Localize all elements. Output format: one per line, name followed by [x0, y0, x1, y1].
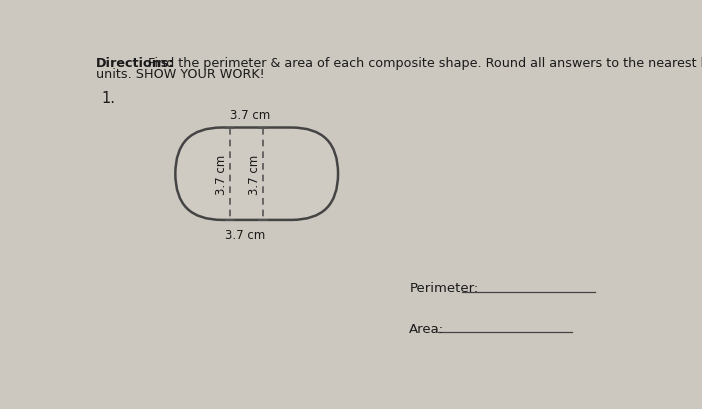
Text: 3.7 cm: 3.7 cm [225, 228, 265, 241]
Text: 3.7 cm: 3.7 cm [248, 154, 261, 194]
Text: units. SHOW YOUR WORK!: units. SHOW YOUR WORK! [95, 67, 264, 81]
Text: 3.7 cm: 3.7 cm [215, 154, 227, 194]
Text: Directions:: Directions: [95, 57, 174, 70]
Text: Find the perimeter & area of each composite shape. Round all answers to the near: Find the perimeter & area of each compos… [143, 57, 702, 70]
Text: 1.: 1. [102, 90, 116, 106]
Text: Perimeter:: Perimeter: [409, 281, 479, 294]
Text: Area:: Area: [409, 322, 444, 335]
Text: 3.7 cm: 3.7 cm [230, 109, 270, 122]
FancyBboxPatch shape [176, 128, 338, 220]
